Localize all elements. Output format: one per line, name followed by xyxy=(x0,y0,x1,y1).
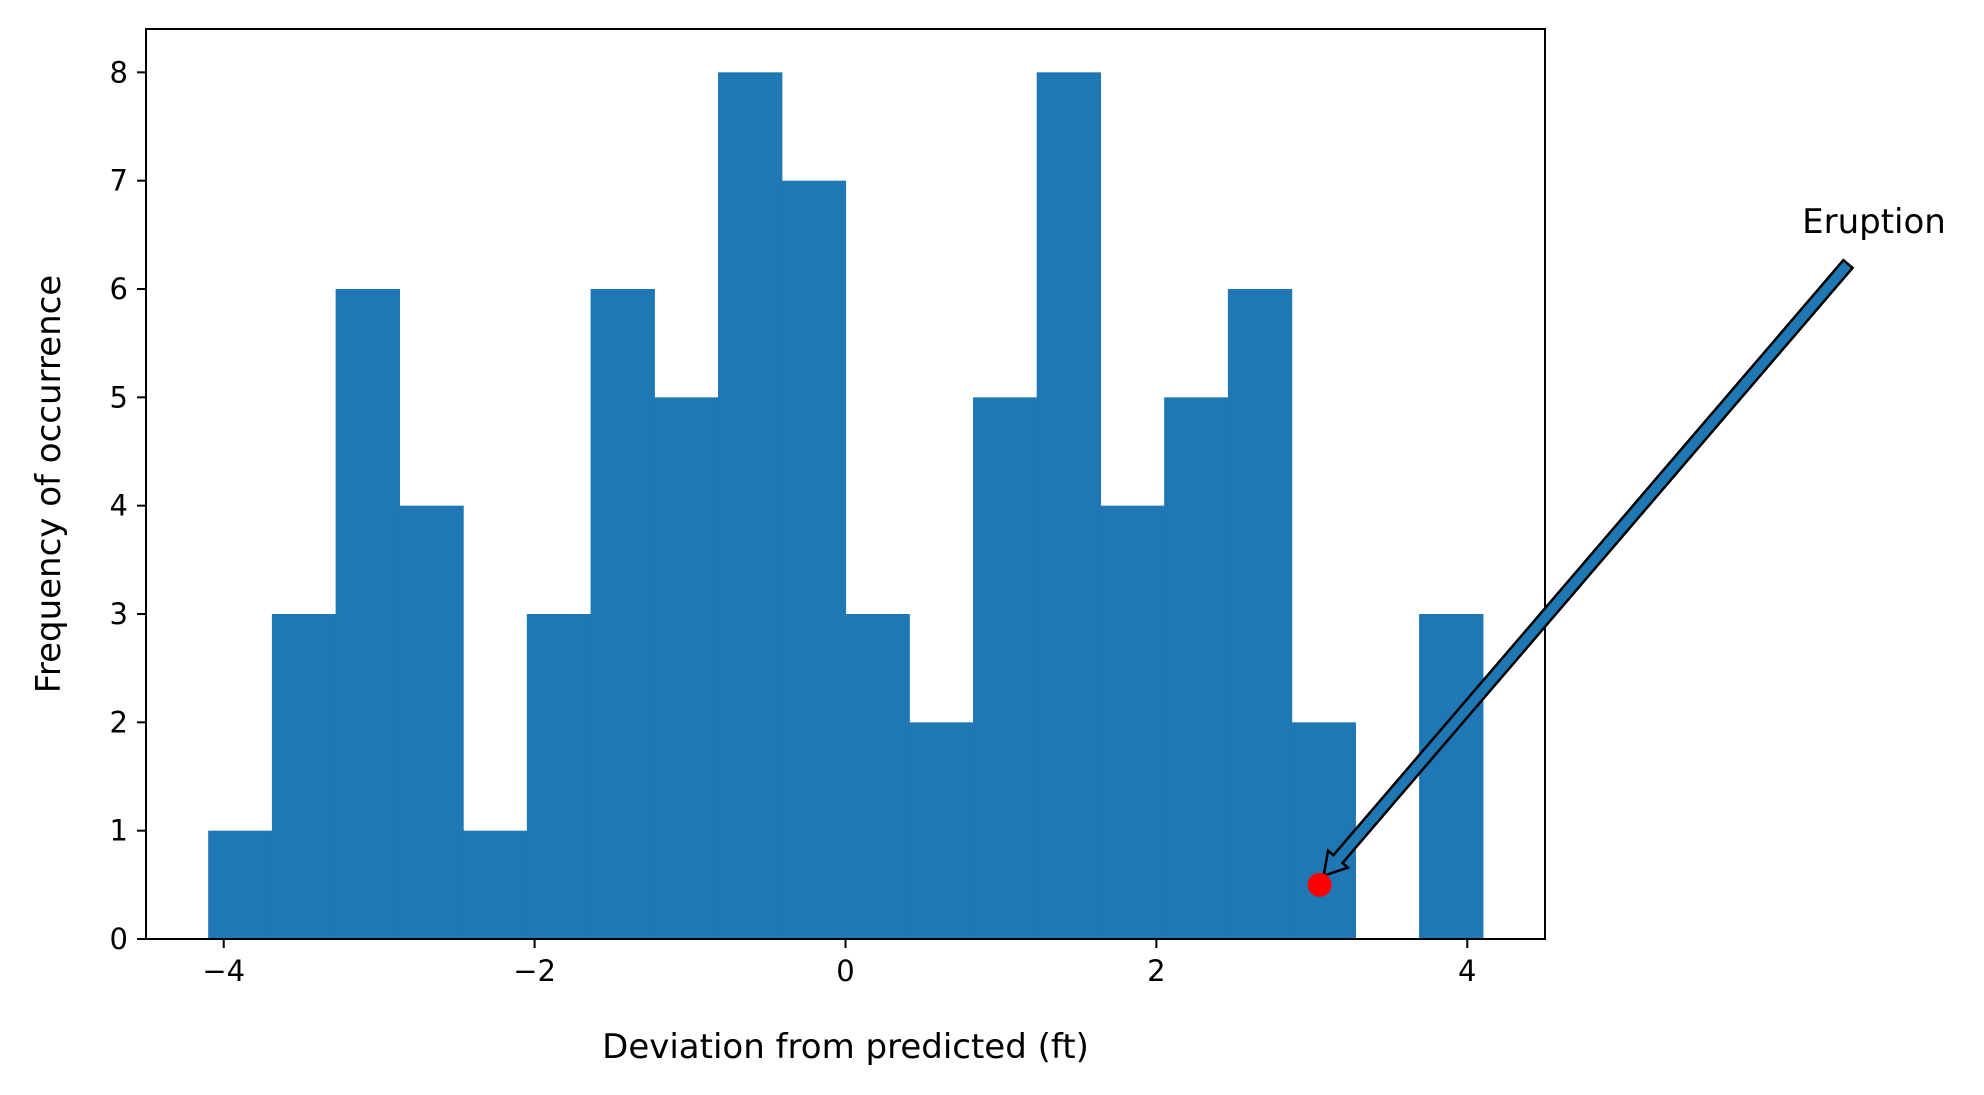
bars-group xyxy=(208,72,1484,940)
histogram-bar xyxy=(972,397,1038,939)
y-tick-label: 7 xyxy=(110,164,128,198)
x-tick-label: −4 xyxy=(202,954,245,988)
y-tick-label: 4 xyxy=(110,489,128,523)
histogram-bar xyxy=(1419,614,1484,939)
annotation-arrow xyxy=(1321,258,1855,878)
histogram-bar xyxy=(654,397,719,939)
eruption-marker xyxy=(1307,872,1332,897)
x-tick-label: −2 xyxy=(513,954,556,988)
y-tick-label: 1 xyxy=(110,814,128,848)
histogram-bar xyxy=(271,614,337,939)
annotation-label: Eruption xyxy=(1802,202,1946,242)
histogram-bar xyxy=(1100,505,1165,939)
histogram-bar xyxy=(1164,397,1229,939)
y-tick-label: 5 xyxy=(110,380,128,414)
histogram-bar xyxy=(845,614,910,939)
y-tick-label: 2 xyxy=(110,705,128,739)
histogram-bar xyxy=(463,830,528,939)
y-tick-label: 6 xyxy=(110,272,128,306)
histogram-bar xyxy=(781,180,847,939)
histogram-bar xyxy=(335,289,400,939)
y-tick-label: 8 xyxy=(110,55,128,89)
y-tick-label: 0 xyxy=(110,922,128,956)
histogram-bar xyxy=(718,72,783,940)
x-axis-label: Deviation from predicted (ft) xyxy=(602,1027,1089,1067)
histogram-bar xyxy=(208,830,273,939)
y-axis: 0 1 2 3 4 5 6 7 8 xyxy=(110,55,146,956)
y-axis-label: Frequency of occurrence xyxy=(29,275,69,693)
x-axis: −4 −2 0 2 4 xyxy=(202,939,1477,988)
histogram-bar xyxy=(526,614,592,939)
histogram-bar xyxy=(399,505,464,939)
x-tick-label: 4 xyxy=(1458,954,1476,988)
histogram-bar xyxy=(1036,72,1102,940)
y-tick-label: 3 xyxy=(110,597,128,631)
x-tick-label: 2 xyxy=(1147,954,1165,988)
histogram-bar xyxy=(1291,722,1356,939)
histogram-bar xyxy=(1227,289,1293,939)
histogram-bar xyxy=(590,289,655,939)
x-tick-label: 0 xyxy=(836,954,854,988)
histogram-bar xyxy=(909,722,974,939)
